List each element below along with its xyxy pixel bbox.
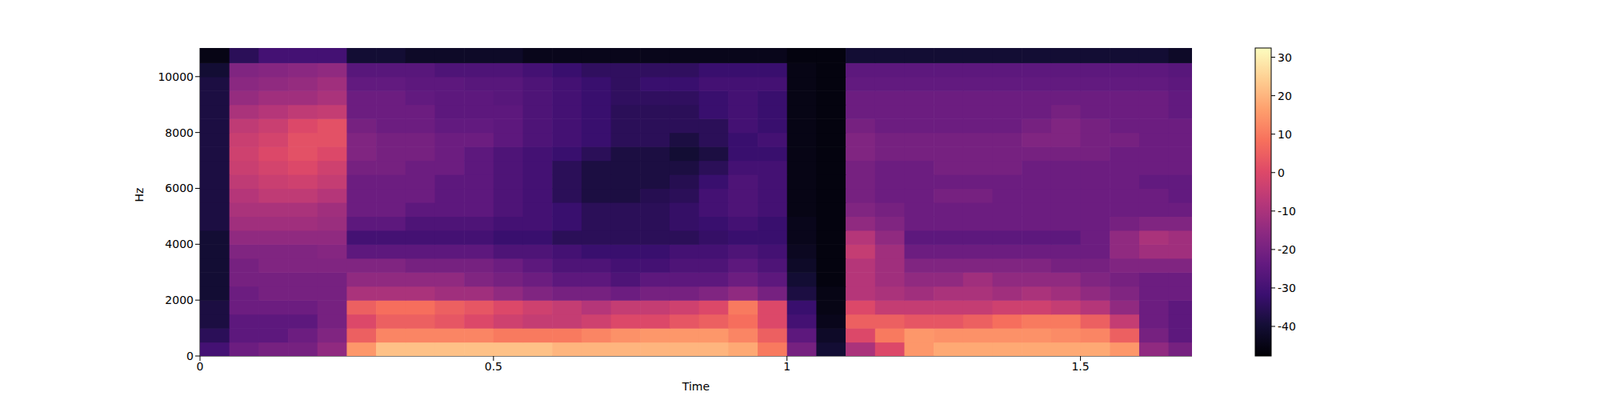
svg-text:Time: Time: [681, 380, 710, 393]
svg-text:6000: 6000: [164, 181, 194, 195]
svg-text:10: 10: [1277, 128, 1292, 141]
svg-text:20: 20: [1277, 89, 1292, 103]
svg-text:8000: 8000: [164, 126, 194, 140]
svg-text:4000: 4000: [164, 237, 194, 251]
svg-text:-30: -30: [1277, 281, 1296, 295]
svg-text:1: 1: [783, 360, 791, 373]
svg-text:30: 30: [1277, 51, 1292, 64]
svg-text:-10: -10: [1277, 204, 1296, 218]
svg-text:10000: 10000: [157, 70, 194, 84]
svg-text:0.5: 0.5: [484, 360, 503, 373]
svg-text:0: 0: [196, 360, 204, 373]
svg-text:Hz: Hz: [132, 188, 146, 203]
svg-text:1.5: 1.5: [1071, 360, 1089, 373]
svg-text:-40: -40: [1277, 320, 1296, 333]
svg-text:0: 0: [1277, 166, 1285, 180]
svg-text:0: 0: [186, 349, 194, 363]
svg-text:2000: 2000: [164, 293, 194, 307]
svg-text:-20: -20: [1277, 243, 1296, 256]
